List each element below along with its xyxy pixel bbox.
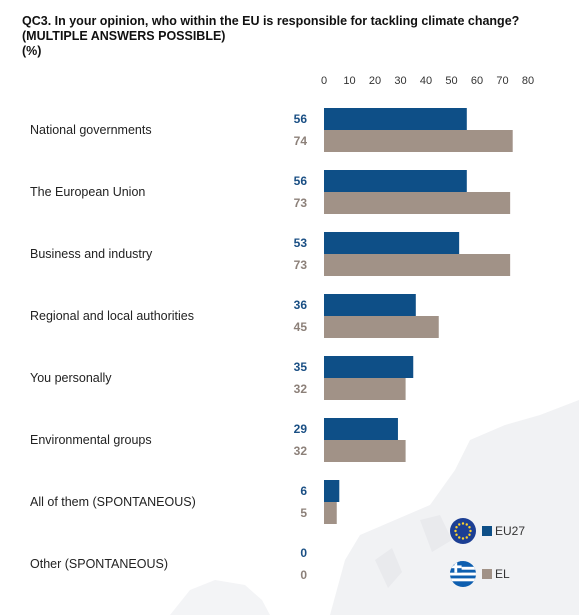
data-label-el: 32 xyxy=(294,382,308,396)
data-label-el: 73 xyxy=(294,258,308,272)
bar-el xyxy=(324,192,511,214)
x-tick-label: 50 xyxy=(445,75,457,87)
category-label: All of them (SPONTANEOUS) xyxy=(30,495,196,509)
data-label-eu27: 6 xyxy=(300,484,307,498)
bar-el xyxy=(324,378,406,400)
bar-eu27 xyxy=(324,480,340,502)
data-label-el: 0 xyxy=(300,568,307,582)
data-label-eu27: 0 xyxy=(300,546,307,560)
x-tick-label: 40 xyxy=(420,75,432,87)
category-label: Regional and local authorities xyxy=(30,309,194,323)
data-label-el: 32 xyxy=(294,444,308,458)
legend-swatch-eu27 xyxy=(482,526,492,536)
data-label-el: 45 xyxy=(294,320,308,334)
data-label-eu27: 53 xyxy=(294,236,308,250)
data-label-eu27: 56 xyxy=(294,174,308,188)
data-label-eu27: 36 xyxy=(294,298,308,312)
bar-el xyxy=(324,316,439,338)
x-tick-label: 70 xyxy=(496,75,508,87)
x-tick-label: 10 xyxy=(343,75,355,87)
category-label: Business and industry xyxy=(30,247,153,261)
legend-swatch-el xyxy=(482,569,492,579)
category-label: The European Union xyxy=(30,185,145,199)
bar-eu27 xyxy=(324,418,398,440)
x-tick-label: 60 xyxy=(471,75,483,87)
data-label-el: 73 xyxy=(294,196,308,210)
data-label-el: 74 xyxy=(294,134,308,148)
bar-eu27 xyxy=(324,108,467,130)
bar-el xyxy=(324,502,337,524)
bar-el xyxy=(324,254,511,276)
bar-el xyxy=(324,440,406,462)
legend-item-eu27: EU27 xyxy=(450,518,525,544)
x-tick-label: 20 xyxy=(369,75,381,87)
legend-label-el: EL xyxy=(495,567,510,581)
chart-title: QC3. In your opinion, who within the EU … xyxy=(22,14,572,59)
bar-el xyxy=(324,130,513,152)
legend-item-el: EL xyxy=(450,561,510,587)
data-label-eu27: 35 xyxy=(294,360,308,374)
legend-label-eu27: EU27 xyxy=(495,524,526,538)
bar-eu27 xyxy=(324,356,414,378)
data-label-eu27: 56 xyxy=(294,112,308,126)
category-label: National governments xyxy=(30,123,152,137)
data-label-el: 5 xyxy=(300,506,307,520)
category-label: Other (SPONTANEOUS) xyxy=(30,557,168,571)
greece-flag-icon xyxy=(450,561,476,587)
question-text: QC3. In your opinion, who within the EU … xyxy=(22,14,520,28)
category-label: You personally xyxy=(30,371,112,385)
multiple-answers-note: (MULTIPLE ANSWERS POSSIBLE) xyxy=(22,29,226,43)
x-tick-label: 30 xyxy=(394,75,406,87)
unit-label: (%) xyxy=(22,44,42,58)
bar-eu27 xyxy=(324,294,416,316)
category-label: Environmental groups xyxy=(30,433,152,447)
eu-flag-icon xyxy=(450,518,476,544)
bar-eu27 xyxy=(324,170,467,192)
x-tick-label: 0 xyxy=(321,75,327,87)
data-label-eu27: 29 xyxy=(294,422,308,436)
x-tick-label: 80 xyxy=(522,75,534,87)
bar-eu27 xyxy=(324,232,460,254)
